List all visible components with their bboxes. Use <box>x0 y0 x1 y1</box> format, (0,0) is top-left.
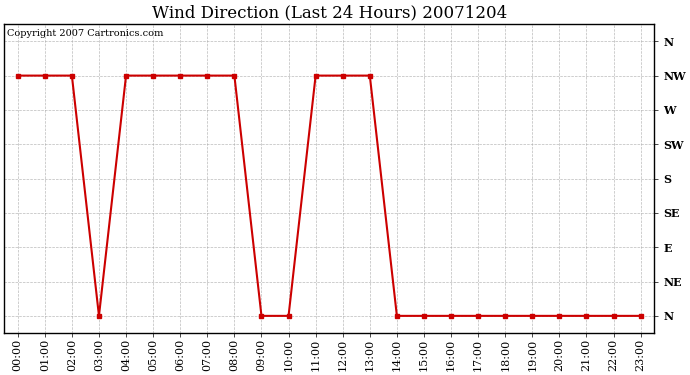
Title: Wind Direction (Last 24 Hours) 20071204: Wind Direction (Last 24 Hours) 20071204 <box>152 4 506 21</box>
Text: Copyright 2007 Cartronics.com: Copyright 2007 Cartronics.com <box>8 29 164 38</box>
